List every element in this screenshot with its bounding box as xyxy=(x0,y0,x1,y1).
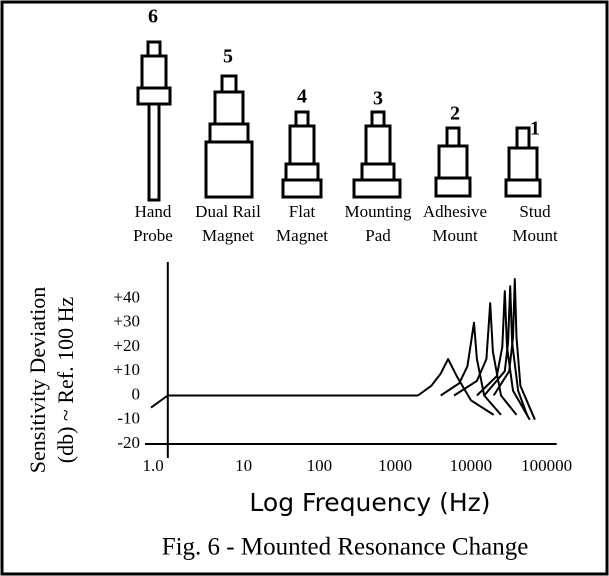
mount-label: Probe xyxy=(133,226,173,245)
x-tick-label: 10000 xyxy=(450,456,493,475)
mount-number: 5 xyxy=(223,46,233,68)
resonance-curve xyxy=(492,278,536,421)
mount-number: 6 xyxy=(148,6,158,28)
resonance-curve xyxy=(453,302,518,416)
mount-label: Pad xyxy=(365,226,391,245)
y-tick-label: -20 xyxy=(117,433,140,452)
y-tick-label: +10 xyxy=(113,360,140,379)
mount-label: Magnet xyxy=(202,226,254,245)
mount-number: 3 xyxy=(373,88,383,110)
x-tick-label: 10 xyxy=(235,456,252,475)
mount-label: Hand xyxy=(135,202,172,221)
mount-label: Magnet xyxy=(276,226,328,245)
y-axis-label: Sensitivity Deviation xyxy=(25,287,50,473)
mount-number: 4 xyxy=(297,86,307,108)
y-tick-label: -10 xyxy=(117,409,140,428)
resonance-curve xyxy=(417,358,495,416)
y-tick-label: 0 xyxy=(132,384,141,403)
mount-label: Flat xyxy=(289,202,316,221)
sensor-drawings xyxy=(136,40,542,202)
mount-label: Adhesive xyxy=(423,202,487,221)
mount-label: Dual Rail xyxy=(195,202,261,221)
x-tick-label: 1000 xyxy=(378,456,412,475)
x-tick-label: 100000 xyxy=(521,456,572,475)
mount-label: Mount xyxy=(512,226,558,245)
mount-number: 1 xyxy=(530,118,540,140)
mount-label: Mounting xyxy=(344,202,412,221)
x-tick-label: 1.0 xyxy=(143,456,164,475)
y-tick-label: +20 xyxy=(113,336,140,355)
x-tick-label: 100 xyxy=(307,456,333,475)
y-axis-label: (db) ~ Ref. 100 Hz xyxy=(53,297,78,464)
y-tick-label: +40 xyxy=(113,287,140,306)
x-axis-label: Log Frequency (Hz) xyxy=(249,488,490,517)
resonance-curve xyxy=(476,290,531,421)
mount-labels: 6 Hand Probe 5 Dual Rail Magnet 4 Flat Magnet 3 Mo… xyxy=(133,6,558,245)
resonance-curve xyxy=(150,394,418,409)
caption: Fig. 6 - Mounted Resonance Change xyxy=(162,534,529,561)
mount-number: 2 xyxy=(450,103,460,125)
mount-label: Stud xyxy=(519,202,551,221)
y-tick-label: +30 xyxy=(113,312,140,331)
resonance-curve xyxy=(483,285,528,416)
mount-label: Mount xyxy=(432,226,478,245)
